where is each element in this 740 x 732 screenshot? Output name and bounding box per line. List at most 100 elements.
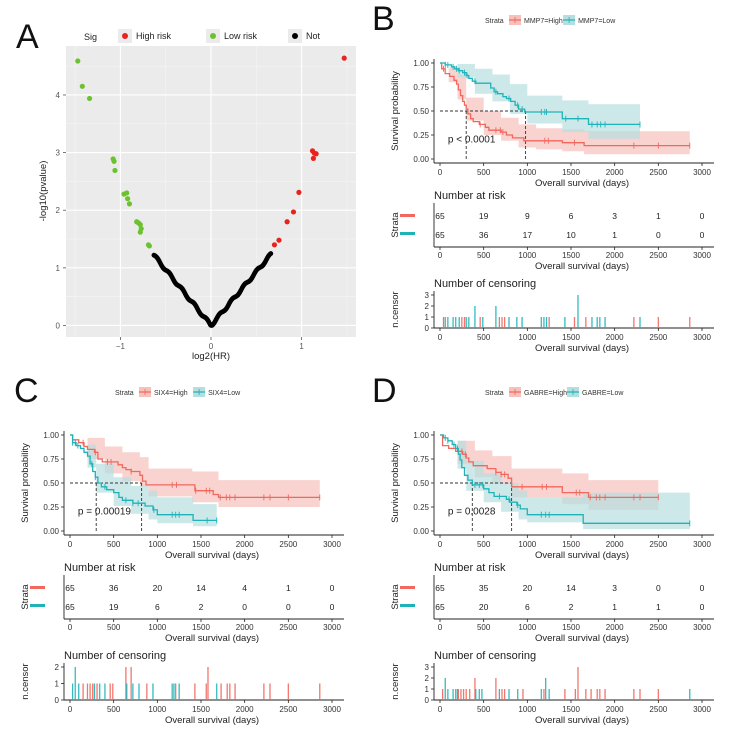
y-tick-label: 0.50 [413,107,429,116]
censor-plot-y-tick-label: 1 [425,313,430,322]
point-low-risk [112,167,118,174]
risk-table-strata-key-high [400,586,415,589]
censor-plot-x-tick-label: 500 [477,705,491,714]
censor-plot-y-tick-label: 0 [425,324,430,333]
censor-plot-x-tick-label: 1500 [192,705,210,714]
p-value-label: p < 0.0001 [448,135,496,146]
risk-count-high: 0 [700,583,705,593]
risk-count-high: 14 [566,583,576,593]
x-tick-label: 1000 [518,540,536,549]
panel-a-volcano-plot: A Sig High risk Low risk Not −1 0 1 0 1 2 3 4 l… [16,18,356,362]
x-tick-label: 0 [68,540,73,549]
risk-count-high: 19 [479,211,489,221]
censor-plot-y-tick-label: 1 [425,685,430,694]
y-tick-label: 0.00 [43,527,59,536]
censor-plot-x-tick-label: 2500 [279,705,297,714]
risk-table-strata-key-high [30,586,45,589]
points-a [75,55,347,328]
x-tick-label: 2000 [606,168,624,177]
censor-plot-ylabel: n.censor [390,291,401,327]
x-tick-label-a: 1 [299,342,304,351]
risk-table-x-tick-label: 3000 [693,623,711,632]
p-value-label: p = 0.0028 [448,507,496,518]
x-tick-label: 2000 [236,540,254,549]
survival-curve-low [440,62,640,126]
point-high-risk [290,209,297,215]
risk-table-strata-key-high [400,214,415,217]
risk-count-low: 0 [330,602,335,612]
risk-table-ylabel: Strata [390,212,401,238]
x-tick-label: 1500 [192,540,210,549]
point-high-risk [313,151,319,157]
survival-curve-low [70,434,217,522]
risk-table-x-tick-label: 0 [438,623,443,632]
panel-b-km-mmp7: B Strata MMP7=High MMP7=Low p < 0.0001 0.00 0.… [372,0,714,354]
risk-count-low: 6 [525,602,530,612]
censor-plot-ylabel: n.censor [20,663,31,699]
risk-count-low: 0 [286,602,291,612]
risk-count-high: 6 [569,211,574,221]
legend-a-label-low: Low risk [224,31,258,41]
risk-count-high: 65 [435,583,445,593]
y-tick-label-a: 0 [56,321,61,330]
panel-label-b: B [372,0,395,38]
legend-a-key-low [210,33,216,39]
censor-plot-x-tick-label: 3000 [693,705,711,714]
risk-count-low: 65 [65,602,75,612]
x-tick-label: 500 [107,540,121,549]
censor-plot-x-tick-label: 1500 [562,705,580,714]
point-low-risk [75,58,81,64]
survival-curve-high [70,434,320,499]
risk-table-strata-key-low [30,604,45,607]
point-not-significant [268,251,274,256]
point-low-risk [79,83,85,89]
y-tick-label-a: 3 [56,149,61,158]
panel-label-a: A [16,18,39,56]
censor-plot-x-tick-label: 2500 [649,705,667,714]
legend-label-d: GABRE=High [524,390,567,397]
point-low-risk [146,243,152,249]
censor-plot-x-tick-label: 1500 [562,333,580,342]
censor-plot-x-tick-label: 3000 [693,333,711,342]
y-tick-label: 0.00 [413,527,429,536]
confidence-band-high [70,435,320,507]
risk-count-high: 3 [612,583,617,593]
x-tick-label: 500 [477,540,491,549]
risk-table-ylabel: Strata [390,584,401,610]
y-tick-label: 0.75 [413,455,429,464]
point-high-risk [296,189,302,195]
risk-table-x-tick-label: 1500 [192,623,210,632]
confidence-band-low [440,435,690,530]
risk-table-x-tick-label: 2000 [606,251,624,260]
censor-plot-x-tick-label: 2000 [606,705,624,714]
survival-curve-high [440,62,690,147]
x-tick-label: 0 [438,540,443,549]
censor-plot-y-tick-label: 1 [55,680,60,689]
risk-count-low: 0 [656,230,661,240]
censor-plot-x-title: Overall survival (days) [535,343,629,354]
censor-plot-x-tick-label: 3000 [323,705,341,714]
risk-count-high: 0 [330,583,335,593]
risk-count-low: 1 [612,230,617,240]
censor-plot-title: Number of censoring [64,650,166,662]
censor-plot-x-tick-label: 500 [477,333,491,342]
y-tick-label: 0.75 [43,455,59,464]
legend-label-c: SIX4=High [154,390,188,397]
risk-count-high: 1 [656,211,661,221]
risk-table-x-tick-label: 2000 [606,623,624,632]
legend-a-title: Sig [84,32,97,42]
y-tick-label: 1.00 [43,431,59,440]
risk-count-low: 0 [700,230,705,240]
risk-table-x-tick-label: 1000 [148,623,166,632]
risk-count-high: 3 [612,211,617,221]
point-low-risk [126,201,133,207]
censor-plot-y-tick-label: 2 [425,302,430,311]
x-axis-title: Overall survival (days) [165,550,259,561]
risk-count-low: 2 [199,602,204,612]
axes-a: −1 0 1 0 1 2 3 4 [56,91,305,351]
point-high-risk [276,237,282,243]
risk-count-low: 0 [242,602,247,612]
risk-count-high: 9 [525,211,530,221]
y-axis-title: Survival probability [20,443,31,523]
